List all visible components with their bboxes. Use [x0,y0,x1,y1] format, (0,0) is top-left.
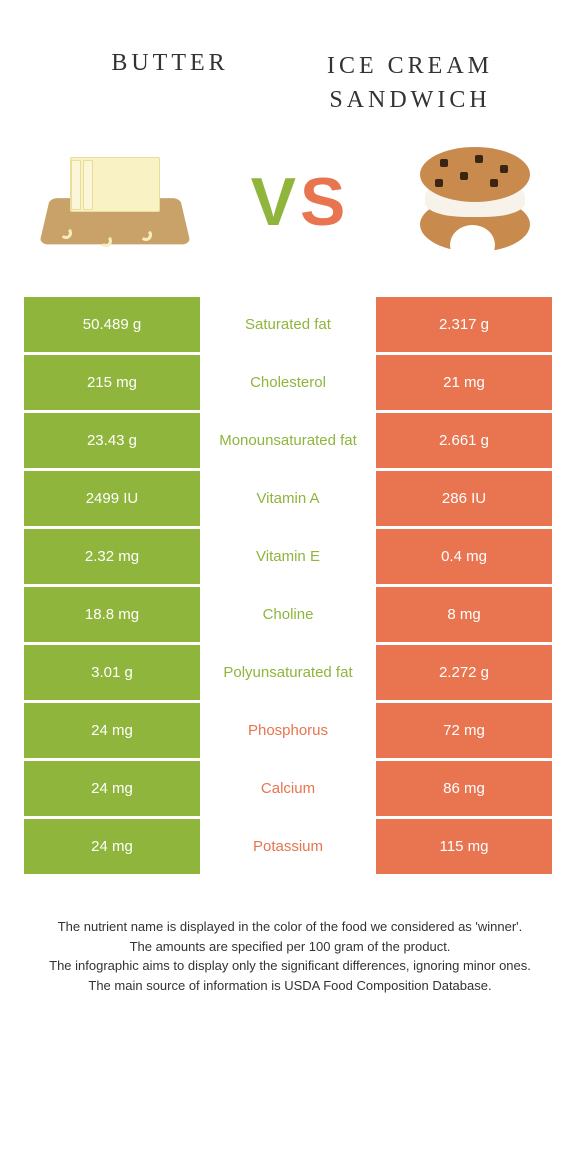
table-row: 215 mgCholesterol21 mg [24,355,556,410]
cell-left-value: 18.8 mg [24,587,200,642]
cell-left-value: 23.43 g [24,413,200,468]
cell-right-value: 8 mg [376,587,552,642]
nutrient-table: 50.489 gSaturated fat2.317 g215 mgCholes… [24,297,556,874]
table-row: 18.8 mgCholine8 mg [24,587,556,642]
vs-v: V [251,164,300,240]
cell-nutrient-label: Monounsaturated fat [200,413,376,468]
cell-left-value: 24 mg [24,819,200,874]
cell-nutrient-label: Cholesterol [200,355,376,410]
cell-right-value: 115 mg [376,819,552,874]
cell-left-value: 3.01 g [24,645,200,700]
cell-left-value: 2499 IU [24,471,200,526]
table-row: 2.32 mgVitamin E0.4 mg [24,529,556,584]
footnote-line: The infographic aims to display only the… [40,956,540,976]
table-row: 24 mgPhosphorus72 mg [24,703,556,758]
hero-row: VS [0,137,580,287]
cell-right-value: 21 mg [376,355,552,410]
cell-nutrient-label: Saturated fat [200,297,376,352]
cell-nutrient-label: Vitamin A [200,471,376,526]
vs-s: S [300,164,349,240]
footnote-line: The amounts are specified per 100 gram o… [40,937,540,957]
table-row: 24 mgCalcium86 mg [24,761,556,816]
footnotes: The nutrient name is displayed in the co… [0,877,580,995]
cell-left-value: 50.489 g [24,297,200,352]
cell-right-value: 0.4 mg [376,529,552,584]
header-right-line2: SANDWICH [290,84,530,118]
table-row: 23.43 gMonounsaturated fat2.661 g [24,413,556,468]
header-right: ICE CREAM SANDWICH [290,50,530,117]
header-left: BUTTER [50,50,290,117]
cell-nutrient-label: Phosphorus [200,703,376,758]
cell-right-value: 72 mg [376,703,552,758]
header-right-line1: ICE CREAM [290,50,530,84]
table-row: 24 mgPotassium115 mg [24,819,556,874]
cell-left-value: 215 mg [24,355,200,410]
cell-right-value: 286 IU [376,471,552,526]
vs-label: VS [251,163,350,241]
cell-nutrient-label: Calcium [200,761,376,816]
header: BUTTER ICE CREAM SANDWICH [0,0,580,137]
ice-cream-sandwich-illustration [410,147,540,257]
cell-right-value: 2.272 g [376,645,552,700]
footnote-line: The main source of information is USDA F… [40,976,540,996]
cell-right-value: 2.661 g [376,413,552,468]
cell-nutrient-label: Polyunsaturated fat [200,645,376,700]
cell-nutrient-label: Potassium [200,819,376,874]
butter-illustration [40,147,190,257]
table-row: 3.01 gPolyunsaturated fat2.272 g [24,645,556,700]
table-row: 2499 IUVitamin A286 IU [24,471,556,526]
cell-nutrient-label: Choline [200,587,376,642]
table-row: 50.489 gSaturated fat2.317 g [24,297,556,352]
footnote-line: The nutrient name is displayed in the co… [40,917,540,937]
cell-right-value: 86 mg [376,761,552,816]
cell-nutrient-label: Vitamin E [200,529,376,584]
cell-right-value: 2.317 g [376,297,552,352]
cell-left-value: 24 mg [24,761,200,816]
cell-left-value: 24 mg [24,703,200,758]
cell-left-value: 2.32 mg [24,529,200,584]
